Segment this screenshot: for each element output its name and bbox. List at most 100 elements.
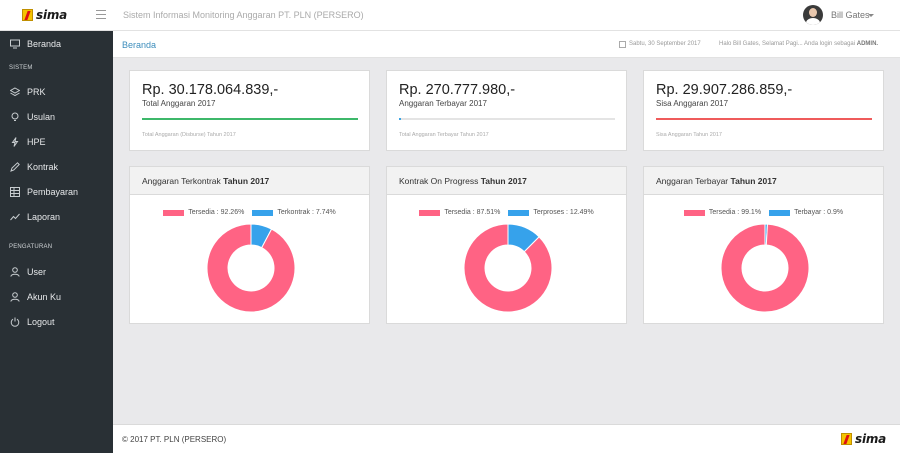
lightbulb-icon xyxy=(11,112,19,121)
sidebar-item-label: Kontrak xyxy=(27,161,59,172)
progress-bar xyxy=(656,118,872,120)
pln-logo-icon xyxy=(22,9,33,21)
stat-amount: Rp. 29.907.286.859,- xyxy=(656,82,793,98)
stat-label: Total Anggaran 2017 xyxy=(142,99,216,108)
donut-slice-tersedia[interactable] xyxy=(720,223,810,313)
app-logo[interactable]: sima xyxy=(22,7,67,23)
sidebar: Beranda SISTEM PRK Usulan HPE Kontrak Pe… xyxy=(0,31,113,453)
chart-legend: Tersedia : 92.26% Terkontrak : 7.74% xyxy=(130,209,369,216)
legend-swatch xyxy=(419,209,441,216)
panel-header: Kontrak On Progress Tahun 2017 xyxy=(387,167,626,195)
sidebar-item-beranda[interactable]: Beranda xyxy=(0,31,113,56)
progress-fill xyxy=(142,118,358,120)
chart-legend: Tersedia : 87.51% Terproses : 12.49% xyxy=(387,209,626,216)
sidebar-item-label: User xyxy=(27,266,47,277)
stat-label: Anggaran Terbayar 2017 xyxy=(399,99,487,108)
legend-item[interactable]: Terkontrak : 7.74% xyxy=(252,209,336,216)
sidebar-item-label: Laporan xyxy=(27,211,61,222)
stat-card-anggaran-terbayar: Rp. 270.777.980,- Anggaran Terbayar 2017… xyxy=(386,70,627,151)
donut-chart xyxy=(720,223,810,313)
sidebar-item-logout[interactable]: Logout xyxy=(0,309,113,334)
user-icon xyxy=(10,267,20,277)
sidebar-item-usulan[interactable]: Usulan xyxy=(0,104,113,129)
donut-chart xyxy=(463,223,553,313)
chart-panel-terkontrak: Anggaran Terkontrak Tahun 2017 Tersedia … xyxy=(129,166,370,324)
pen-icon xyxy=(10,162,20,172)
chart-legend: Tersedia : 99.1% Terbayar : 0.9% xyxy=(644,209,883,216)
sidebar-item-prk[interactable]: PRK xyxy=(0,79,113,104)
greeting-text: Halo Bill Gates, Selamat Pagi... Anda lo… xyxy=(719,41,879,47)
trend-icon xyxy=(10,213,20,221)
chart-panel-on-progress: Kontrak On Progress Tahun 2017 Tersedia … xyxy=(386,166,627,324)
sidebar-item-label: PRK xyxy=(27,86,46,97)
top-bar: sima Sistem Informasi Monitoring Anggara… xyxy=(0,0,900,31)
legend-swatch xyxy=(683,209,705,216)
sidebar-item-label: Logout xyxy=(27,316,55,327)
legend-swatch xyxy=(163,209,185,216)
legend-item[interactable]: Tersedia : 87.51% xyxy=(419,209,500,216)
panel-title: Anggaran Terkontrak Tahun 2017 xyxy=(142,176,270,186)
legend-item[interactable]: Tersedia : 99.1% xyxy=(683,209,761,216)
progress-bar xyxy=(399,118,615,120)
stat-amount: Rp. 270.777.980,- xyxy=(399,82,516,98)
stat-label: Sisa Anggaran 2017 xyxy=(656,99,729,108)
sidebar-item-akun-ku[interactable]: Akun Ku xyxy=(0,284,113,309)
donut-chart xyxy=(206,223,296,313)
stat-footer: Sisa Anggaran Tahun 2017 xyxy=(656,132,722,138)
monitor-icon xyxy=(10,39,20,49)
progress-fill xyxy=(399,118,402,120)
sidebar-item-user[interactable]: User xyxy=(0,259,113,284)
footer: © 2017 PT. PLN (PERSERO) sima xyxy=(113,424,900,453)
current-date: Sabtu, 30 September 2017 xyxy=(629,41,701,47)
sidebar-section-sistem: SISTEM xyxy=(9,65,33,71)
breadcrumb-bar: Beranda Sabtu, 30 September 2017 Halo Bi… xyxy=(113,31,900,58)
stat-card-total-anggaran: Rp. 30.178.064.839,- Total Anggaran 2017… xyxy=(129,70,370,151)
progress-fill xyxy=(656,118,872,120)
user-account-icon xyxy=(10,292,20,302)
legend-item[interactable]: Terproses : 12.49% xyxy=(508,209,594,216)
avatar[interactable] xyxy=(803,5,823,25)
legend-swatch xyxy=(508,209,530,216)
panel-header: Anggaran Terkontrak Tahun 2017 xyxy=(130,167,369,195)
stat-amount: Rp. 30.178.064.839,- xyxy=(142,82,279,98)
logo-text: sima xyxy=(36,8,68,22)
legend-swatch xyxy=(769,209,791,216)
sidebar-item-laporan[interactable]: Laporan xyxy=(0,204,113,229)
sidebar-item-label: Usulan xyxy=(27,111,56,122)
logo-text: sima xyxy=(855,432,887,446)
panel-header: Anggaran Terbayar Tahun 2017 xyxy=(644,167,883,195)
legend-swatch xyxy=(252,209,274,216)
donut-slice-tersedia[interactable] xyxy=(463,223,553,313)
chart-panel-terbayar: Anggaran Terbayar Tahun 2017 Tersedia : … xyxy=(643,166,884,324)
panel-title: Anggaran Terbayar Tahun 2017 xyxy=(656,176,777,186)
sidebar-section-pengaturan: PENGATURAN xyxy=(9,244,53,250)
breadcrumb[interactable]: Beranda xyxy=(122,40,157,50)
caret-down-icon[interactable] xyxy=(868,14,874,17)
sidebar-item-kontrak[interactable]: Kontrak xyxy=(0,154,113,179)
stat-footer: Total Anggaran Terbayar Tahun 2017 xyxy=(399,132,489,138)
app-title: Sistem Informasi Monitoring Anggaran PT.… xyxy=(123,10,364,20)
bolt-icon xyxy=(11,137,19,147)
calendar-icon xyxy=(619,41,626,48)
sidebar-item-label: Beranda xyxy=(27,38,62,49)
legend-item[interactable]: Tersedia : 92.26% xyxy=(163,209,244,216)
menu-toggle-icon[interactable] xyxy=(96,10,106,19)
sidebar-item-label: Pembayaran xyxy=(27,186,79,197)
progress-bar xyxy=(142,118,358,120)
layers-icon xyxy=(10,87,20,97)
panel-title: Kontrak On Progress Tahun 2017 xyxy=(399,176,527,186)
donut-slice-tersedia[interactable] xyxy=(206,223,296,313)
legend-item[interactable]: Terbayar : 0.9% xyxy=(769,209,843,216)
pln-logo-icon xyxy=(841,433,852,445)
sidebar-item-label: Akun Ku xyxy=(27,291,62,302)
table-icon xyxy=(10,187,20,197)
power-icon xyxy=(10,317,20,327)
sidebar-item-label: HPE xyxy=(27,136,46,147)
copyright-text: © 2017 PT. PLN (PERSERO) xyxy=(122,435,227,444)
stat-footer: Total Anggaran (Disburse) Tahun 2017 xyxy=(142,132,236,138)
footer-logo: sima xyxy=(841,432,886,446)
user-menu-name[interactable]: Bill Gates xyxy=(831,10,870,20)
sidebar-item-hpe[interactable]: HPE xyxy=(0,129,113,154)
sidebar-item-pembayaran[interactable]: Pembayaran xyxy=(0,179,113,204)
stat-card-sisa-anggaran: Rp. 29.907.286.859,- Sisa Anggaran 2017 … xyxy=(643,70,884,151)
